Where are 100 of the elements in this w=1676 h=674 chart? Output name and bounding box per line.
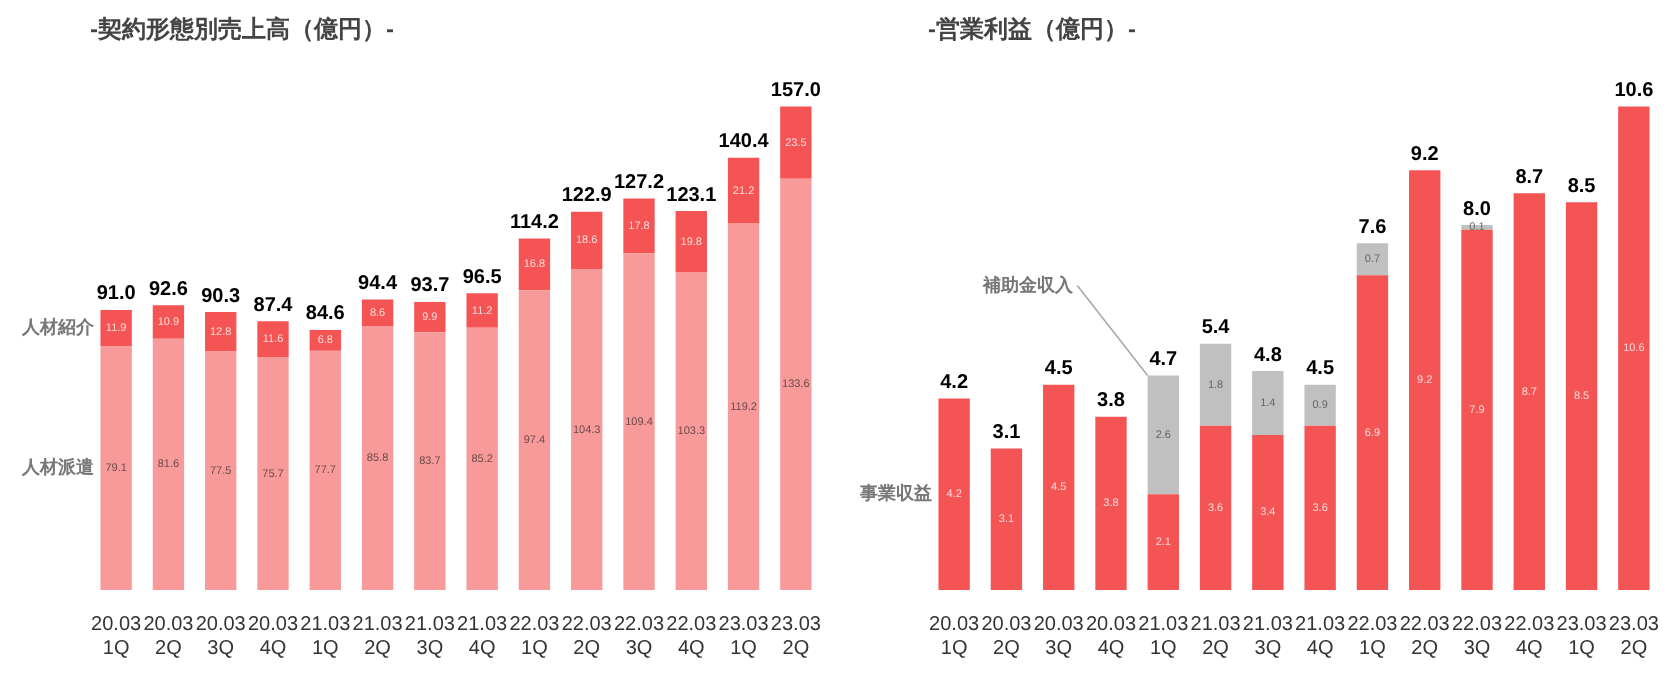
- x-tick-label: 22.03 3Q: [613, 613, 665, 660]
- x-tick-label: 21.03 1Q: [300, 613, 352, 660]
- total-label: 123.1: [666, 184, 718, 207]
- bar: [414, 332, 446, 590]
- bar: [938, 398, 970, 590]
- series-label: 人材派遣: [20, 457, 97, 478]
- total-label: 4.5: [1306, 358, 1335, 381]
- x-tick-label: 20.03 4Q: [1085, 613, 1137, 660]
- x-tick-label: 21.03 2Q: [1190, 613, 1242, 660]
- text: 補助金収入: [981, 274, 1076, 295]
- bar: [1199, 425, 1232, 590]
- total-label: 87.4: [253, 294, 294, 317]
- x-tick-label: 21.03 4Q: [457, 613, 509, 660]
- x-tick-label: 22.03 2Q: [561, 613, 613, 660]
- bar: [518, 238, 551, 291]
- total-label: 122.9: [561, 185, 613, 208]
- bar: [152, 338, 185, 590]
- x-tick-label: 22.03 1Q: [509, 613, 561, 660]
- bar: [100, 346, 132, 590]
- bar: [1461, 229, 1493, 590]
- bar: [1147, 494, 1179, 590]
- bar: [623, 253, 655, 590]
- total-label: 92.6: [148, 278, 189, 301]
- bar: [361, 299, 394, 326]
- bar: [1199, 343, 1232, 426]
- bar: [990, 448, 1023, 590]
- bar: [205, 351, 237, 590]
- total-label: 96.5: [462, 266, 503, 289]
- total-label: 8.7: [1515, 166, 1545, 189]
- x-tick-label: 20.03 3Q: [195, 613, 247, 660]
- bar: [675, 211, 707, 273]
- x-tick-label: 20.03 1Q: [91, 613, 143, 660]
- total-label: 157.0: [770, 79, 822, 102]
- total-label: 10.6: [1614, 79, 1655, 102]
- bar: [257, 357, 289, 590]
- total-label: 94.4: [358, 272, 398, 295]
- total-label: 84.6: [305, 303, 346, 326]
- bar: [727, 223, 760, 590]
- total-label: 8.0: [1463, 198, 1492, 221]
- bar: [361, 325, 394, 590]
- bar: [466, 327, 498, 590]
- bar: [152, 305, 185, 339]
- x-tick-label: 23.03 2Q: [770, 613, 822, 660]
- bar: [309, 350, 341, 590]
- bar: [623, 198, 655, 254]
- bar: [1095, 416, 1127, 590]
- bar: [1513, 193, 1545, 590]
- bar: [1252, 371, 1284, 435]
- total-label: 5.4: [1201, 317, 1231, 340]
- x-tick-label: 23.03 1Q: [718, 613, 770, 660]
- x-tick-label: 22.03 4Q: [666, 613, 718, 660]
- bar: [1356, 243, 1389, 276]
- bar: [100, 309, 132, 347]
- chart-title: -営業利益（億円）-: [928, 15, 1136, 44]
- x-tick-label: 21.03 3Q: [404, 613, 456, 660]
- bar: [518, 290, 551, 590]
- bar: [1304, 384, 1336, 426]
- bar: [1304, 425, 1336, 590]
- bar: [1252, 434, 1284, 590]
- x-tick-label: 23.03 1Q: [1556, 613, 1608, 660]
- x-tick-label: 23.03 2Q: [1608, 613, 1660, 660]
- total-label: 90.3: [201, 285, 242, 308]
- total-label: 4.7: [1149, 349, 1179, 372]
- total-label: 93.7: [410, 275, 451, 298]
- bar: [414, 301, 446, 333]
- total-label: 7.6: [1358, 216, 1388, 239]
- x-tick-label: 21.03 4Q: [1295, 613, 1347, 660]
- total-label: 4.2: [940, 371, 969, 394]
- bar: [1356, 275, 1389, 590]
- bar: [1565, 202, 1598, 590]
- total-label: 127.2: [613, 172, 665, 194]
- total-label: 4.5: [1044, 358, 1074, 381]
- bar: [780, 106, 812, 179]
- x-tick-label: 22.03 1Q: [1347, 613, 1399, 660]
- bar: [675, 272, 707, 590]
- x-tick-label: 20.03 2Q: [981, 613, 1033, 660]
- bar: [571, 211, 603, 269]
- bar: [1043, 384, 1075, 590]
- x-tick-label: 20.03 3Q: [1033, 613, 1085, 660]
- bar: [727, 157, 760, 224]
- x-tick-label: 22.03 3Q: [1451, 613, 1503, 660]
- series-label: 事業収益: [858, 483, 933, 504]
- total-label: 9.2: [1410, 143, 1440, 166]
- bar: [1409, 170, 1441, 590]
- total-label: 140.4: [718, 131, 770, 154]
- bar: [571, 268, 603, 590]
- bar: [780, 178, 812, 590]
- total-label: 91.0: [96, 283, 137, 306]
- chart-title: -契約形態別売上高（億円）-: [90, 15, 394, 44]
- x-tick-label: 20.03 1Q: [929, 613, 981, 660]
- total-label: 114.2: [509, 212, 560, 235]
- x-tick-label: 22.03 4Q: [1504, 613, 1556, 660]
- x-tick-label: 21.03 2Q: [352, 613, 404, 660]
- x-tick-label: 22.03 2Q: [1399, 613, 1451, 660]
- total-label: 3.8: [1097, 390, 1126, 413]
- x-tick-label: 21.03 1Q: [1138, 613, 1190, 660]
- total-label: 4.8: [1253, 344, 1283, 367]
- total-label: 8.5: [1567, 175, 1597, 198]
- bar: [1147, 375, 1179, 495]
- x-tick-label: 21.03 3Q: [1242, 613, 1294, 660]
